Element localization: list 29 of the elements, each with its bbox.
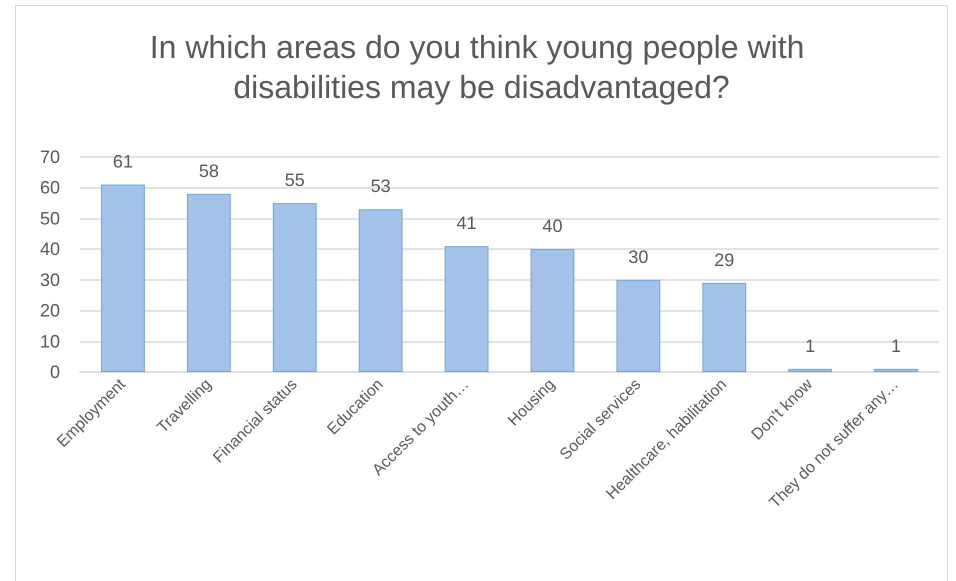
bar <box>101 184 145 372</box>
bar <box>272 203 317 372</box>
data-label: 58 <box>198 160 219 181</box>
bar <box>702 282 746 372</box>
bar <box>530 249 574 372</box>
data-label: 30 <box>628 246 648 267</box>
data-label: 1 <box>805 336 816 356</box>
data-label: 29 <box>714 250 734 270</box>
y-tick-label: 20 <box>40 300 60 321</box>
bar <box>358 209 403 372</box>
y-tick-label: 30 <box>40 270 60 290</box>
y-tick-label: 60 <box>40 178 60 198</box>
bar <box>616 280 660 372</box>
y-tick-label: 10 <box>40 331 60 352</box>
y-tick-label: 0 <box>50 362 60 382</box>
data-label: 55 <box>284 170 305 190</box>
y-tick-label: 40 <box>40 239 60 260</box>
data-label: 61 <box>112 152 133 172</box>
bar <box>186 194 231 372</box>
bar <box>444 246 488 372</box>
chart-title: In which areas do you think young people with disabilities may be disadvantaged? <box>150 29 814 105</box>
bar <box>874 368 918 372</box>
y-tick-label: 70 <box>40 147 60 167</box>
data-label: 53 <box>370 176 391 196</box>
data-label: 40 <box>542 216 562 236</box>
y-tick-label: 50 <box>40 208 60 228</box>
data-label: 41 <box>456 213 477 234</box>
bar <box>788 368 832 372</box>
data-label: 1 <box>891 336 902 356</box>
